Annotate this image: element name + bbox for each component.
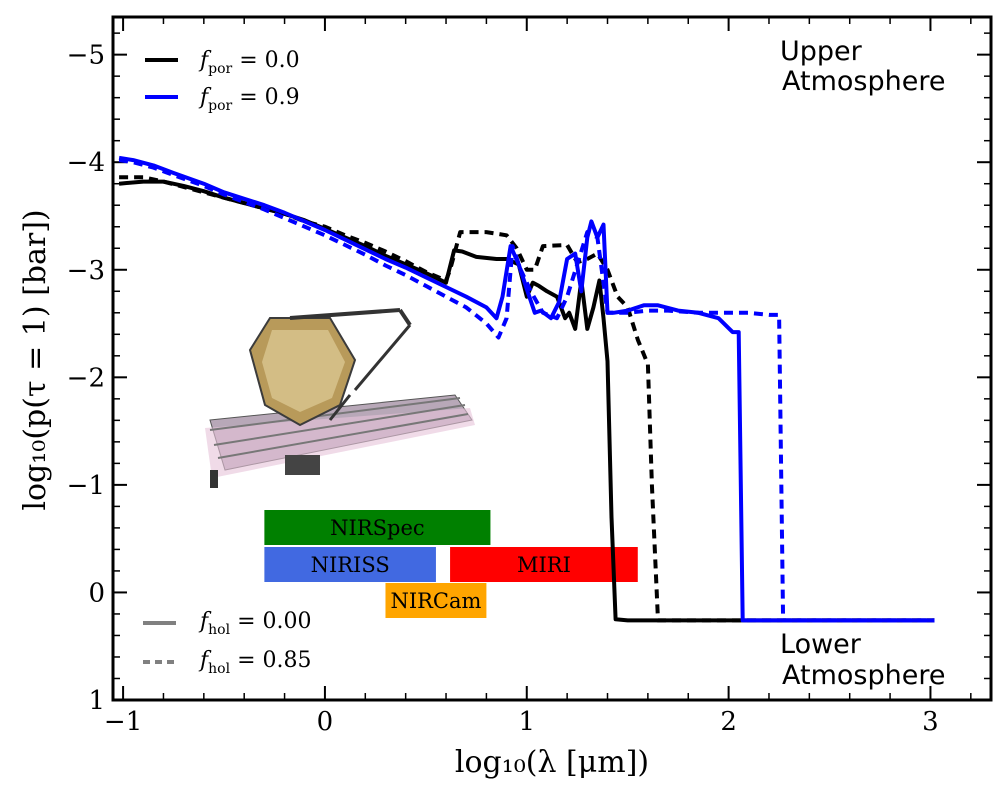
y-axis-ticks: −5 −4 −3 −2 −1 0 1 bbox=[67, 32, 991, 716]
annotation-lower-line1: Lower bbox=[780, 629, 862, 660]
band-label-nircam: NIRCam bbox=[390, 589, 481, 613]
annotation-lower-line2: Atmosphere bbox=[782, 660, 945, 691]
y-tick-label: 0 bbox=[88, 578, 105, 608]
y-tick-label: −5 bbox=[67, 41, 105, 71]
plot-frame bbox=[111, 15, 993, 702]
annotation-upper-line2: Atmosphere bbox=[782, 66, 945, 97]
instrument-bands: NIRSpec NIRISS MIRI NIRCam bbox=[264, 510, 638, 618]
y-tick-label: −4 bbox=[67, 148, 105, 178]
data-series bbox=[118, 155, 935, 623]
legend-porosity: fpor = 0.0 fpor = 0.9 bbox=[145, 48, 300, 114]
legend-label-por-0: fpor = 0.0 bbox=[198, 48, 300, 77]
x-tick-label: 3 bbox=[922, 707, 939, 737]
series-line-3 bbox=[118, 158, 935, 623]
x-tick-label: 1 bbox=[518, 707, 535, 737]
band-label-niriss: NIRISS bbox=[311, 553, 390, 577]
jwst-telescope-illustration bbox=[205, 308, 475, 488]
y-tick-label: −1 bbox=[67, 471, 105, 501]
band-label-miri: MIRI bbox=[517, 553, 571, 577]
y-tick-label: −3 bbox=[67, 256, 105, 286]
band-nirspec bbox=[264, 510, 491, 545]
band-niriss bbox=[264, 547, 436, 582]
y-axis-label: log₁₀(p(τ = 1) [bar]) bbox=[18, 209, 53, 510]
band-miri bbox=[450, 547, 638, 582]
legend-holes: fhol = 0.00 fhol = 0.85 bbox=[143, 609, 312, 677]
y-tick-label: −2 bbox=[67, 363, 105, 393]
band-label-nirspec: NIRSpec bbox=[330, 516, 425, 540]
x-axis-ticks: −1 0 1 2 3 bbox=[104, 17, 972, 737]
annotation-upper-line1: Upper bbox=[780, 36, 863, 67]
legend-label-por-09: fpor = 0.9 bbox=[198, 85, 300, 114]
legend-label-hol-085: fhol = 0.85 bbox=[198, 648, 312, 677]
y-tick-label: 1 bbox=[88, 686, 105, 716]
band-nircam bbox=[385, 583, 487, 618]
x-tick-label: 0 bbox=[317, 707, 334, 737]
x-tick-label: 2 bbox=[720, 707, 737, 737]
legend-label-hol-0: fhol = 0.00 bbox=[198, 609, 312, 638]
x-axis-label: log₁₀(λ [μm]) bbox=[455, 745, 649, 780]
x-tick-label: −1 bbox=[104, 707, 142, 737]
series-line-2 bbox=[118, 155, 935, 623]
